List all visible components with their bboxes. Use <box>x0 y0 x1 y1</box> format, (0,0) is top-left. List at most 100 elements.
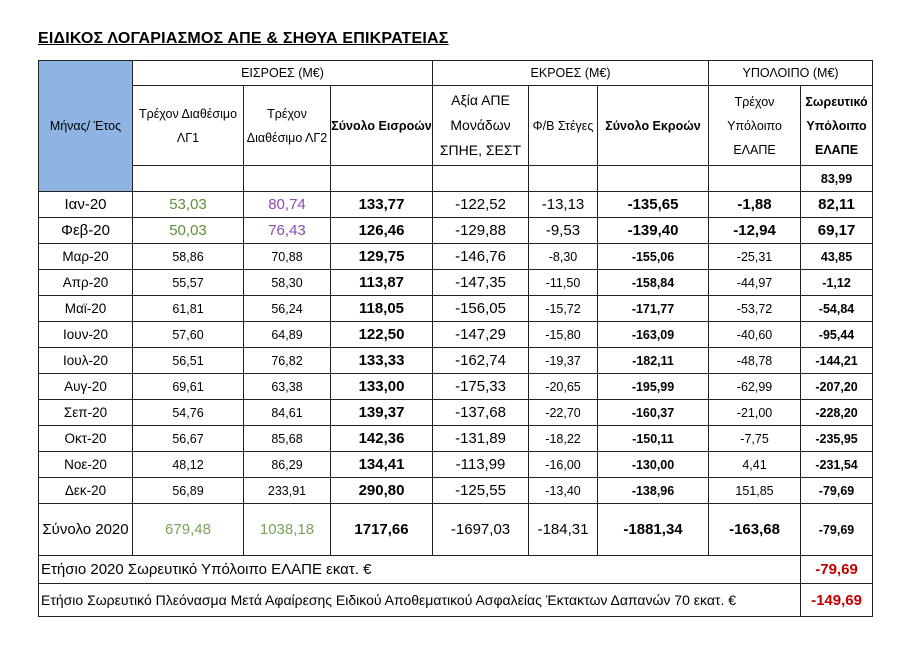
total-pv-roofs: -184,31 <box>528 503 599 556</box>
cell-total-inflows: 122,50 <box>329 321 434 348</box>
table-row: Οκτ-20 56,67 85,68 142,36 -131,89 -18,22 -150,… <box>38 425 874 452</box>
cell-cumulative-balance: -144,21 <box>800 347 874 374</box>
cell-month: Σεπ-20 <box>38 399 133 426</box>
cell-res-value: -162,74 <box>432 347 530 374</box>
cell-cumulative-balance: -95,44 <box>800 321 874 348</box>
cell-lg2: 58,30 <box>243 269 331 296</box>
cell-total-inflows: 118,05 <box>329 295 434 322</box>
cell-lg2: 233,91 <box>243 477 331 504</box>
cell-month: Ιουν-20 <box>38 321 133 348</box>
cell-total-inflows: 113,87 <box>329 269 434 296</box>
page-title: ΕΙΔΙΚΟΣ ΛΟΓΑΡΙΑΣΜΟΣ ΑΠΕ & ΣΗΘΥΑ ΕΠΙΚΡΑΤΕ… <box>38 30 449 47</box>
total-current-balance: -163,68 <box>708 503 802 556</box>
cell-res-value: -137,68 <box>432 399 530 426</box>
cell-cumulative-balance: -228,20 <box>800 399 874 426</box>
cell-res-value: -113,99 <box>432 451 530 478</box>
cell-cumulative-balance: -54,84 <box>800 295 874 322</box>
cell-lg1: 53,03 <box>132 191 244 218</box>
annual-balance-row: Ετήσιο 2020 Σωρευτικό Υπόλοιπο ΕΛΑΠΕ εκα… <box>37 555 874 584</box>
cell-total-inflows: 133,33 <box>329 347 434 374</box>
annual-balance-value: -79,69 <box>800 555 874 584</box>
cell-month: Φεβ-20 <box>38 217 133 244</box>
cell-total-outflows: -171,77 <box>597 295 710 322</box>
cell-pv-roofs: -22,70 <box>528 399 599 426</box>
cell-month: Αυγ-20 <box>38 373 133 400</box>
table-row: Σεπ-20 54,76 84,61 139,37 -137,68 -22,70 -160,… <box>38 399 874 426</box>
cell-lg1: 55,57 <box>132 269 244 296</box>
table-row: Αυγ-20 69,61 63,38 133,00 -175,33 -20,65 -195,… <box>38 373 874 400</box>
opening-balance: 83,99 <box>800 165 874 192</box>
cell-pv-roofs: -13,40 <box>528 477 599 504</box>
cell-total-outflows: -130,00 <box>597 451 710 478</box>
cell-lg2: 76,43 <box>243 217 331 244</box>
cell-cumulative-balance: -1,12 <box>800 269 874 296</box>
cell-res-value: -147,29 <box>432 321 530 348</box>
col-header-total-outflows: Σύνολο Εκροών <box>597 85 710 166</box>
cell-lg1: 56,51 <box>132 347 244 374</box>
cell-current-balance: -1,88 <box>708 191 802 218</box>
table-row: Ιουλ-20 56,51 76,82 133,33 -162,74 -19,37 -182… <box>38 347 874 374</box>
col-header-lg1: Τρέχον Διαθέσιμο ΛΓ1 <box>132 85 244 166</box>
total-cumulative-balance: -79,69 <box>800 503 874 556</box>
cell-pv-roofs: -15,72 <box>528 295 599 322</box>
total-lg2: 1038,18 <box>243 503 331 556</box>
cell-res-value: -156,05 <box>432 295 530 322</box>
cell-total-inflows: 142,36 <box>329 425 434 452</box>
cell-total-inflows: 290,80 <box>329 477 434 504</box>
table-row: Μαρ-20 58,86 70,88 129,75 -146,76 -8,30 -155,0… <box>38 243 874 270</box>
cell-total-outflows: -158,84 <box>597 269 710 296</box>
cell-total-outflows: -195,99 <box>597 373 710 400</box>
cell-total-inflows: 139,37 <box>329 399 434 426</box>
cell-lg2: 86,29 <box>243 451 331 478</box>
table-row: Δεκ-20 56,89 233,91 290,80 -125,55 -13,40 -138… <box>38 477 874 504</box>
cell-lg2: 63,38 <box>243 373 331 400</box>
cell-res-value: -147,35 <box>432 269 530 296</box>
cell-month: Ιαν-20 <box>38 191 133 218</box>
cell-month: Νοε-20 <box>38 451 133 478</box>
total-row: Σύνολο 2020 679,48 1038,18 1717,66 -1697,03-… <box>38 503 874 556</box>
cell-lg2: 80,74 <box>243 191 331 218</box>
cell-current-balance: -25,31 <box>708 243 802 270</box>
cell-month: Οκτ-20 <box>38 425 133 452</box>
table-row: Μαϊ-20 61,81 56,24 118,05 -156,05 -15,72 -171,… <box>38 295 874 322</box>
cell-current-balance: -44,97 <box>708 269 802 296</box>
cell-cumulative-balance: -231,54 <box>800 451 874 478</box>
cell-total-outflows: -160,37 <box>597 399 710 426</box>
annual-surplus-label: Ετήσιο Σωρευτικό Πλεόνασμα Μετά Αφαίρεση… <box>37 583 802 617</box>
cell-lg2: 64,89 <box>243 321 331 348</box>
cell-pv-roofs: -19,37 <box>528 347 599 374</box>
cell-cumulative-balance: -235,95 <box>800 425 874 452</box>
total-total-inflows: 1717,66 <box>329 503 434 556</box>
annual-balance-label: Ετήσιο 2020 Σωρευτικό Υπόλοιπο ΕΛΑΠΕ εκα… <box>37 555 802 584</box>
cell-lg2: 85,68 <box>243 425 331 452</box>
cell-lg1: 48,12 <box>132 451 244 478</box>
cell-total-outflows: -155,06 <box>597 243 710 270</box>
cell-lg1: 50,03 <box>132 217 244 244</box>
cell-total-inflows: 126,46 <box>329 217 434 244</box>
cell-pv-roofs: -8,30 <box>528 243 599 270</box>
cell-lg1: 56,89 <box>132 477 244 504</box>
cell-pv-roofs: -11,50 <box>528 269 599 296</box>
cell-res-value: -175,33 <box>432 373 530 400</box>
cell-current-balance: -40,60 <box>708 321 802 348</box>
cell-lg2: 76,82 <box>243 347 331 374</box>
col-header-res-value: Αξία ΑΠΕ Μονάδων ΣΠΗΕ, ΣΕΣΤ <box>432 85 530 166</box>
cell-cumulative-balance: 43,85 <box>800 243 874 270</box>
cell-current-balance: 4,41 <box>708 451 802 478</box>
cell-pv-roofs: -16,00 <box>528 451 599 478</box>
col-header-lg2: Τρέχον Διαθέσιμο ΛΓ2 <box>243 85 331 166</box>
col-header-cumulative-balance: Σωρευτικό Υπόλοιπο ΕΛΑΠΕ <box>800 85 874 166</box>
cell-pv-roofs: -9,53 <box>528 217 599 244</box>
annual-surplus-row: Ετήσιο Σωρευτικό Πλεόνασμα Μετά Αφαίρεση… <box>37 583 874 617</box>
cell-lg1: 57,60 <box>132 321 244 348</box>
cell-lg2: 56,24 <box>243 295 331 322</box>
cell-res-value: -129,88 <box>432 217 530 244</box>
table-row: Ιαν-20 53,03 80,74 133,77 -122,52 -13,13 -135,… <box>38 191 874 218</box>
cell-cumulative-balance: 69,17 <box>800 217 874 244</box>
cell-cumulative-balance: -79,69 <box>800 477 874 504</box>
cell-month: Απρ-20 <box>38 269 133 296</box>
cell-cumulative-balance: 82,11 <box>800 191 874 218</box>
col-header-pv-roofs: Φ/Β Στέγες <box>528 85 599 166</box>
annual-surplus-value: -149,69 <box>800 583 874 617</box>
table-row: Απρ-20 55,57 58,30 113,87 -147,35 -11,50 -158,… <box>38 269 874 296</box>
